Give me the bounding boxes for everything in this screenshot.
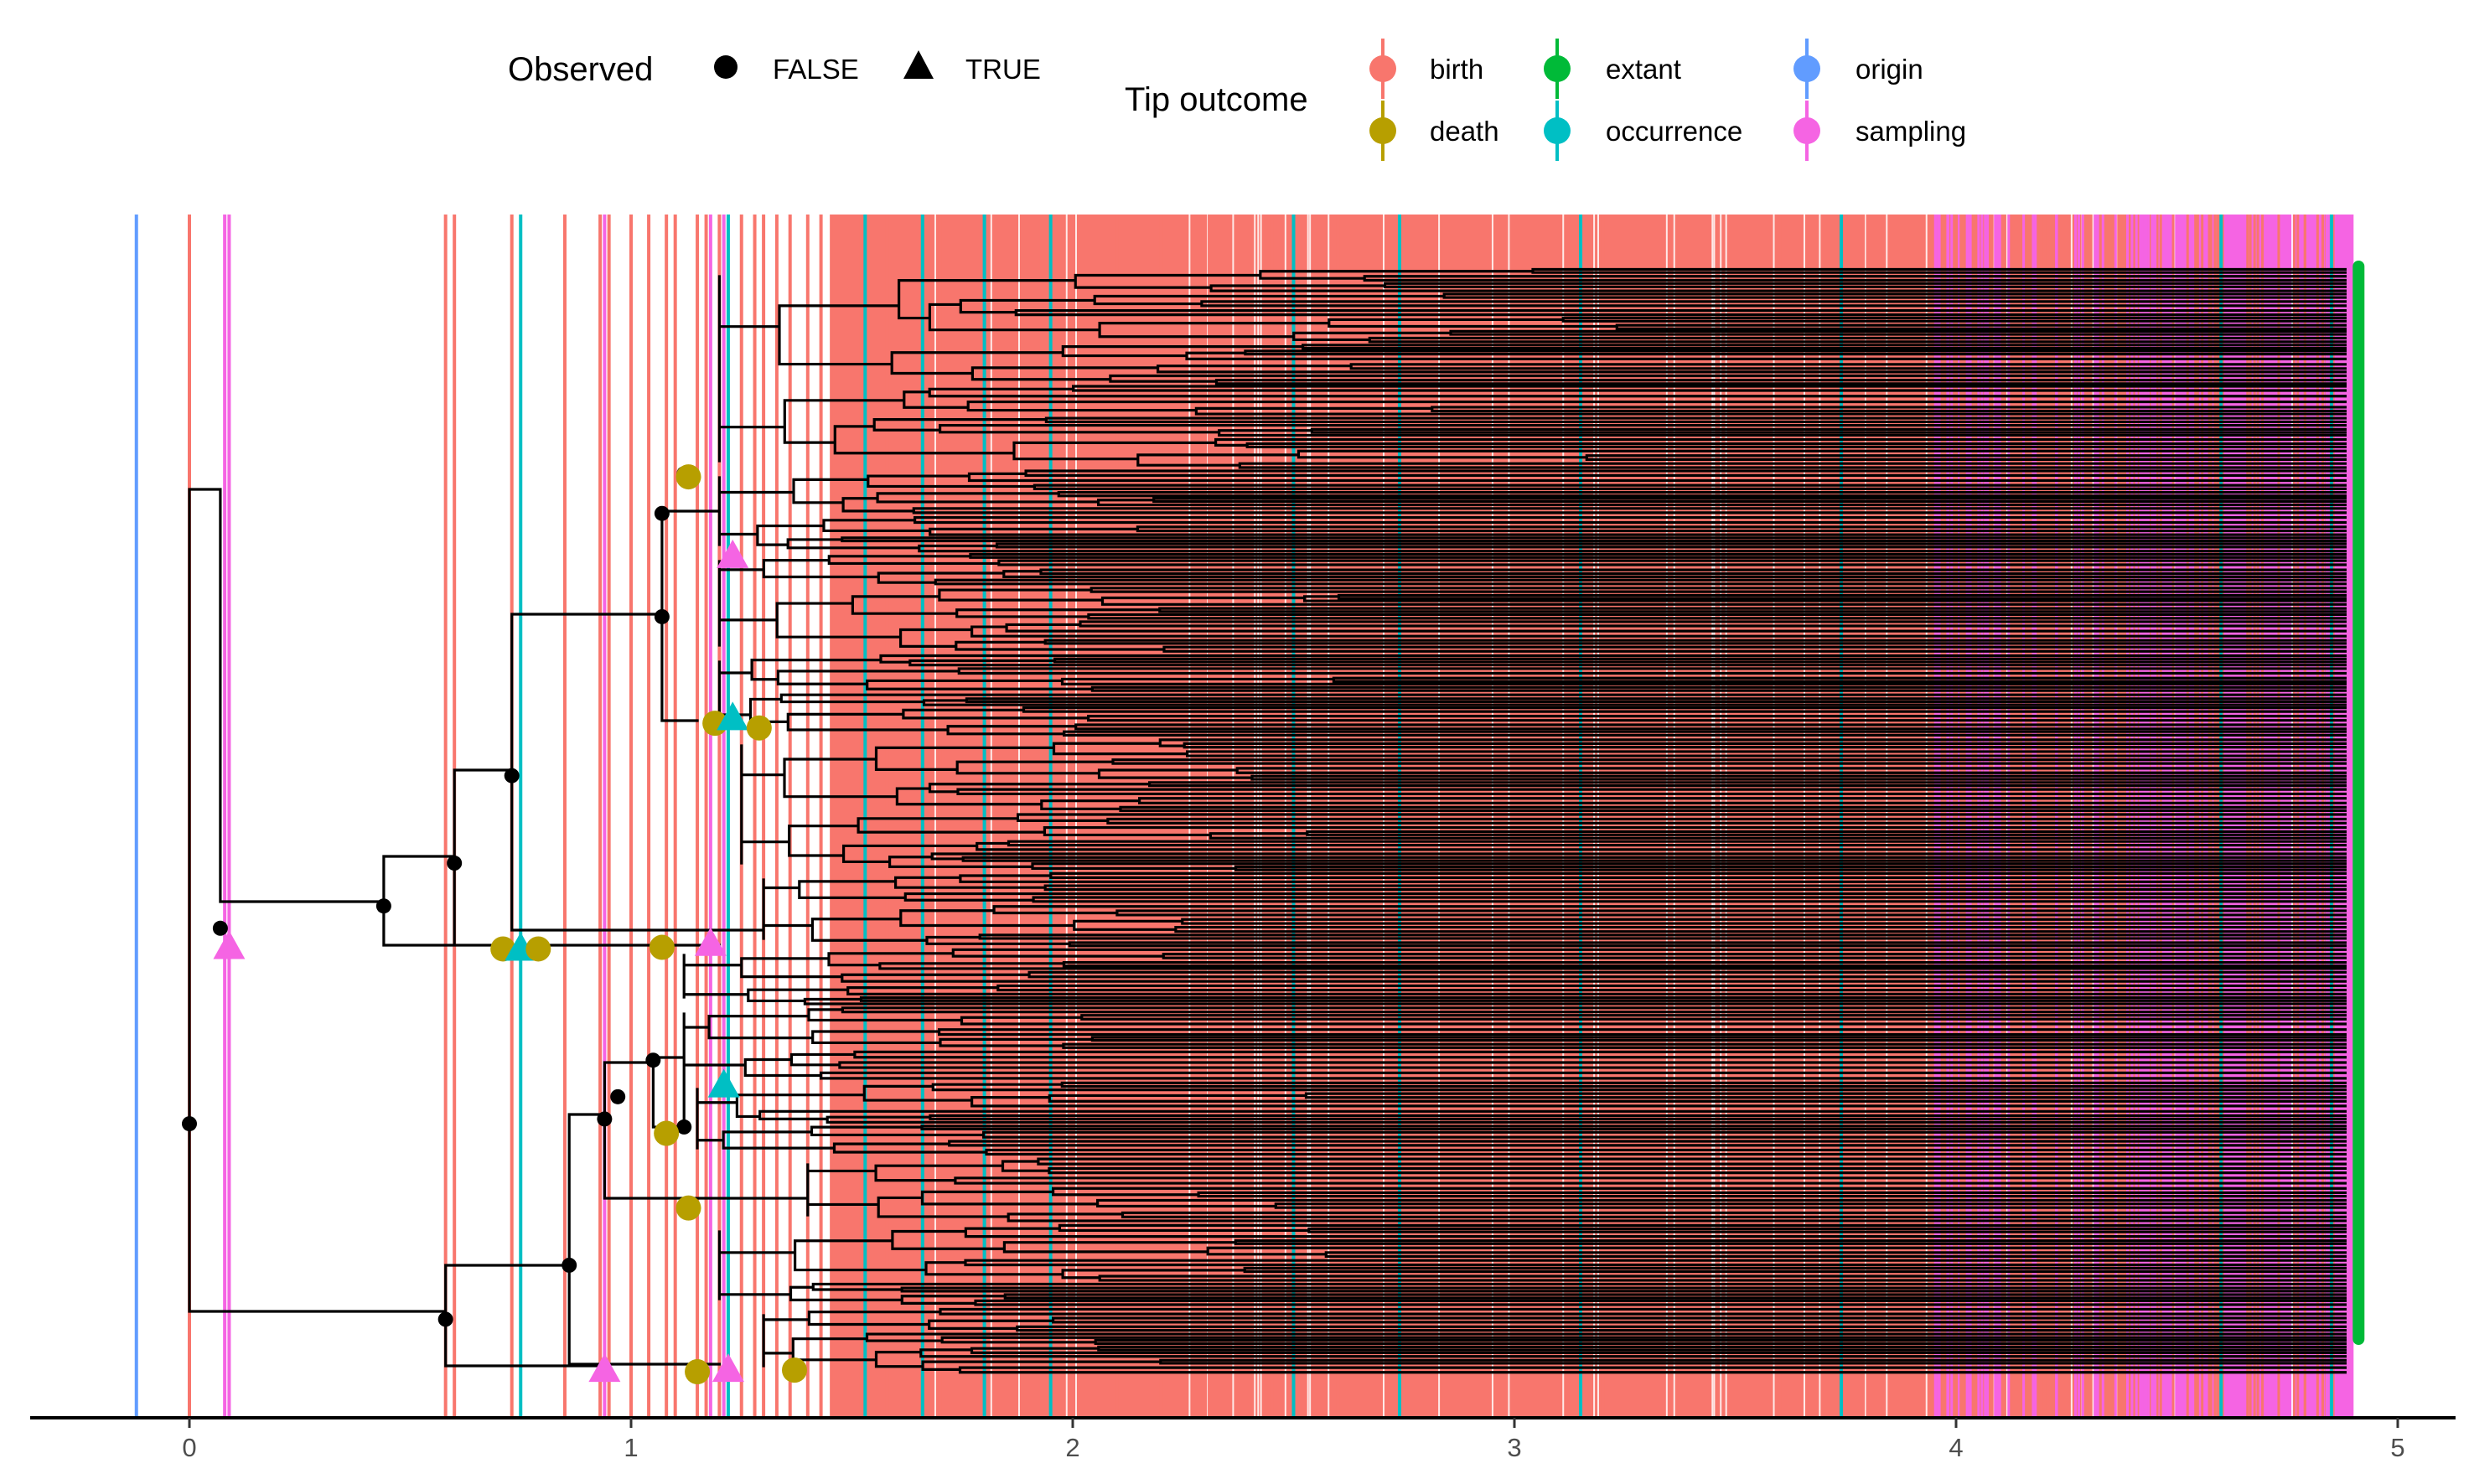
- tree-node: [375, 898, 391, 914]
- occurrence-tip-marker: [707, 1068, 740, 1098]
- x-tick-label: 1: [624, 1433, 638, 1462]
- legend-label-death: death: [1430, 116, 1499, 147]
- sampling-tip-marker: [694, 927, 727, 956]
- tree-node: [182, 1116, 197, 1132]
- death-tip-marker: [781, 1357, 807, 1383]
- death-tip-marker: [746, 715, 772, 741]
- x-tick-label: 4: [1949, 1433, 1963, 1462]
- legend-key-sampling: [1793, 117, 1820, 144]
- sampling-tip-marker: [712, 1353, 744, 1383]
- tree-node: [610, 1088, 626, 1104]
- tree-node: [437, 1311, 453, 1327]
- legend-label-occurrence: occurrence: [1606, 116, 1742, 147]
- x-tick-label: 5: [2390, 1433, 2404, 1462]
- legend-key-death: [1369, 117, 1396, 144]
- death-tip-marker: [649, 934, 675, 960]
- legend-key-occurrence: [1544, 117, 1571, 144]
- legend-label-sampling: sampling: [1856, 116, 1966, 147]
- legend-key-triangle: [903, 50, 934, 79]
- tree-node: [654, 505, 670, 521]
- x-tick-label: 2: [1065, 1433, 1079, 1462]
- tree-node: [562, 1257, 577, 1273]
- death-tip-marker: [675, 464, 701, 490]
- sampling-tip-marker: [717, 539, 749, 568]
- legend-label-birth: birth: [1430, 54, 1483, 85]
- tree-branches: [182, 267, 2347, 1374]
- legend-label-extant: extant: [1606, 54, 1681, 85]
- tree-node: [212, 920, 228, 936]
- legend-label-true: TRUE: [965, 54, 1041, 85]
- legend-title-tip-outcome: Tip outcome: [1125, 81, 1308, 118]
- death-tip-marker: [685, 1359, 711, 1385]
- legend-key-circle: [714, 55, 738, 79]
- legend-key-birth: [1369, 55, 1396, 82]
- legend-title-observed: Observed: [508, 51, 653, 88]
- tree-node: [447, 856, 463, 871]
- sampling-tip-marker: [588, 1353, 621, 1383]
- tip-markers: [213, 464, 807, 1385]
- legend-key-origin: [1793, 55, 1820, 82]
- tree-branch-path: [188, 267, 2347, 1374]
- tree-node: [597, 1111, 613, 1127]
- death-tip-marker: [525, 936, 551, 962]
- legend-label-false: FALSE: [773, 54, 859, 85]
- death-tip-marker: [654, 1120, 680, 1146]
- occurrence-tip-marker: [717, 701, 749, 731]
- x-tick-label: 0: [182, 1433, 196, 1462]
- death-tip-marker: [675, 1195, 701, 1221]
- tree-node: [676, 1119, 692, 1135]
- legend-key-extant: [1544, 55, 1571, 82]
- tree-node: [654, 608, 670, 624]
- tree-node: [504, 768, 520, 783]
- x-axis: 0 1 2 3 4 5: [30, 1416, 2456, 1462]
- x-tick-label: 3: [1507, 1433, 1521, 1462]
- legend: Observed FALSE TRUE Tip outcome birth death ex…: [508, 39, 1966, 161]
- tree-node: [645, 1052, 661, 1068]
- sampling-tip-marker: [213, 930, 246, 959]
- legend-label-origin: origin: [1856, 54, 1923, 85]
